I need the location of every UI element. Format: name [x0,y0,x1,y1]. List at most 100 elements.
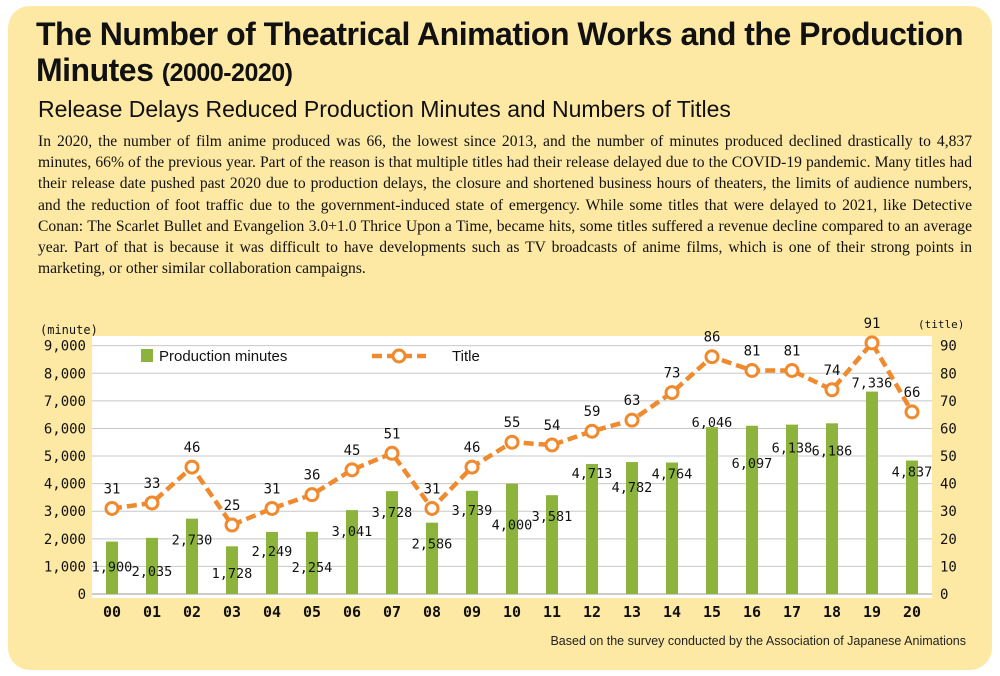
x-tick-label: 20 [903,603,921,621]
bar-data-label: 2,254 [292,560,333,576]
y-left-tick-label: 3,000 [44,504,86,520]
bar-data-label: 7,336 [852,376,893,392]
x-tick-label: 11 [543,603,561,621]
body-paragraph: In 2020, the number of film anime produc… [38,133,972,278]
y-right-tick-label: 0 [940,587,948,603]
x-tick-label: 15 [703,603,721,621]
bar-production-minutes [906,460,918,594]
line-data-label: 73 [664,366,681,382]
line-data-label: 31 [264,481,281,497]
bar-data-label: 3,728 [372,505,413,521]
x-tick-label: 05 [303,603,321,621]
y-left-tick-label: 4,000 [44,477,86,493]
line-point-title [544,437,560,453]
bar-production-minutes [426,522,438,594]
y-left-tick-label: 0 [78,587,86,603]
bar-production-minutes [626,462,638,594]
x-tick-label: 07 [383,603,401,621]
x-tick-label: 09 [463,603,481,621]
bar-data-label: 2,035 [132,564,173,580]
line-point-title [224,517,240,533]
y-right-tick-label: 60 [940,421,957,437]
bar-data-label: 6,138 [772,441,813,457]
x-tick-label: 01 [143,603,161,621]
bar-data-label: 2,249 [252,544,293,560]
x-tick-label: 19 [863,603,881,621]
line-point-title [344,462,360,478]
line-point-title [784,362,800,378]
line-point-title [904,404,920,420]
line-data-label: 51 [384,426,401,442]
x-tick-label: 17 [783,603,801,621]
bar-production-minutes [506,483,518,594]
x-tick-label: 14 [663,603,681,621]
x-tick-label: 13 [623,603,641,621]
line-point-title [464,459,480,475]
bar-production-minutes [546,495,558,594]
bar-production-minutes [746,425,758,594]
x-tick-label: 08 [423,603,441,621]
legend-line-marker [391,348,407,364]
bar-data-label: 1,900 [92,560,133,576]
x-tick-label: 02 [183,603,201,621]
line-point-title [704,349,720,365]
bar-production-minutes [266,531,278,594]
y-right-tick-label: 80 [940,366,957,382]
line-data-label: 46 [464,440,481,456]
x-tick-label: 16 [743,603,761,621]
line-data-label: 33 [144,476,161,492]
line-data-label: 31 [424,481,441,497]
line-point-title [424,500,440,516]
line-data-label: 86 [704,330,721,346]
y-right-tick-label: 90 [940,339,957,355]
bar-production-minutes [706,427,718,594]
y-right-tick-label: 50 [940,449,957,465]
line-data-label: 63 [624,393,641,409]
bar-data-label: 4,764 [652,467,693,483]
x-tick-label: 06 [343,603,361,621]
line-point-title [664,385,680,401]
bar-production-minutes [346,510,358,594]
y-left-tick-label: 5,000 [44,449,86,465]
y-left-tick-label: 9,000 [44,339,86,355]
title-main: The Number of Theatrical Animation Works… [36,16,964,88]
legend-line-label: Title [452,348,480,365]
bar-production-minutes [386,491,398,594]
bar-production-minutes [226,546,238,594]
bar-production-minutes [146,537,158,594]
bar-production-minutes [186,518,198,594]
y-left-axis-label: (minute) [40,323,98,337]
y-left-tick-label: 7,000 [44,394,86,410]
x-tick-label: 18 [823,603,841,621]
page-subtitle: Release Delays Reduced Production Minute… [38,96,731,122]
x-tick-label: 12 [583,603,601,621]
bar-production-minutes [466,490,478,594]
line-data-label: 81 [744,343,761,359]
line-point-title [144,495,160,511]
bar-data-label: 4,713 [572,466,613,482]
bar-data-label: 1,728 [212,566,253,582]
line-data-label: 36 [304,468,321,484]
bar-production-minutes [666,462,678,594]
title-years: (2000-2020) [161,59,293,87]
line-data-label: 46 [184,440,201,456]
line-point-title [384,445,400,461]
bar-data-label: 4,782 [612,480,653,496]
bar-production-minutes [106,541,118,594]
legend-bar-swatch [141,349,153,362]
line-point-title [504,434,520,450]
line-data-label: 59 [584,404,601,420]
line-point-title [584,423,600,439]
legend-bar-label: Production minutes [159,348,287,365]
y-right-tick-label: 70 [940,394,957,410]
y-left-tick-label: 2,000 [44,532,86,548]
source-note: Based on the survey conducted by the Ass… [550,634,966,648]
bar-data-label: 6,186 [812,443,853,459]
x-tick-label: 04 [263,603,281,621]
line-point-title [104,500,120,516]
line-point-title [304,487,320,503]
line-data-label: 55 [504,415,521,431]
y-right-tick-label: 20 [940,532,957,548]
bar-data-label: 2,586 [412,537,453,553]
